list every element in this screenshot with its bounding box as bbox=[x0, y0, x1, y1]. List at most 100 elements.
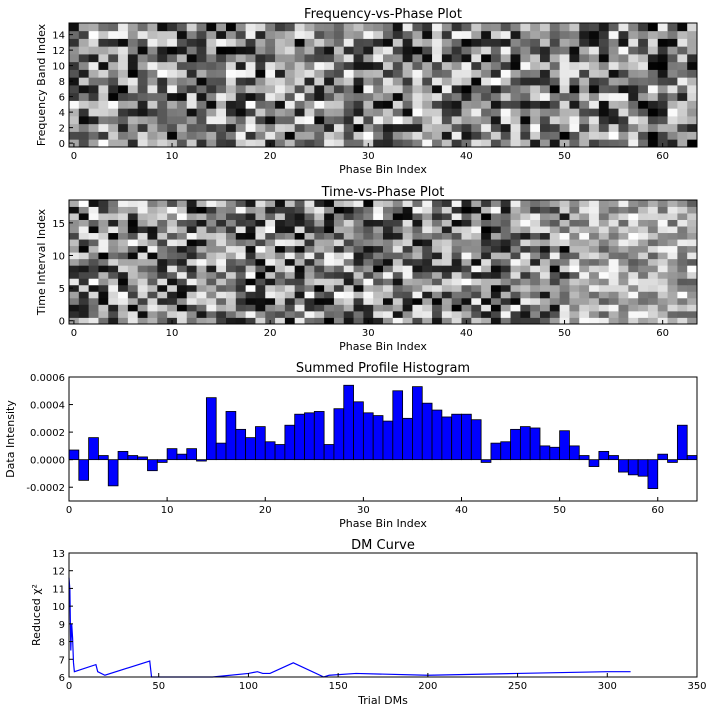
heatmap-cell bbox=[638, 271, 649, 279]
heatmap-cell bbox=[598, 85, 610, 94]
heatmap-cell bbox=[422, 54, 433, 63]
heatmap-cell bbox=[451, 226, 462, 234]
y-tick-label: 0.0002 bbox=[30, 428, 65, 439]
heatmap-cell bbox=[343, 54, 354, 63]
heatmap-cell bbox=[78, 291, 90, 299]
heatmap-cell bbox=[687, 108, 698, 117]
heatmap-cell bbox=[206, 310, 217, 318]
heatmap-cell bbox=[78, 200, 90, 207]
heatmap-cell bbox=[520, 219, 531, 227]
heatmap-cell bbox=[304, 23, 315, 32]
heatmap-cell bbox=[127, 108, 139, 117]
heatmap-cell bbox=[618, 265, 629, 273]
heatmap-cell bbox=[294, 239, 305, 247]
heatmap-cell bbox=[441, 69, 453, 78]
heatmap-cell bbox=[196, 245, 207, 253]
heatmap-cell bbox=[363, 108, 374, 117]
heatmap-cell bbox=[530, 200, 541, 207]
heatmap-cell bbox=[422, 77, 433, 86]
heatmap-cell bbox=[186, 232, 197, 240]
heatmap-cell bbox=[275, 92, 286, 101]
heatmap-cell bbox=[284, 54, 296, 63]
profile-frame bbox=[68, 376, 698, 502]
heatmap-cell bbox=[176, 265, 188, 273]
heatmap-cell bbox=[245, 92, 256, 101]
heatmap-cell bbox=[127, 100, 139, 109]
heatmap-cell bbox=[549, 213, 561, 220]
heatmap-cell bbox=[402, 46, 413, 55]
heatmap-cell bbox=[127, 206, 139, 214]
heatmap-cell bbox=[461, 252, 472, 260]
heatmap-cell bbox=[235, 265, 247, 273]
profile-bar bbox=[107, 459, 119, 487]
heatmap-cell bbox=[451, 291, 462, 299]
heatmap-cell bbox=[657, 116, 668, 125]
heatmap-cell bbox=[471, 123, 482, 132]
heatmap-cell bbox=[530, 226, 541, 234]
heatmap-cell bbox=[569, 258, 580, 266]
heatmap-cell bbox=[69, 278, 80, 286]
heatmap-cell bbox=[294, 206, 305, 214]
heatmap-cell bbox=[598, 219, 610, 227]
heatmap-cell bbox=[677, 100, 688, 109]
heatmap-cell bbox=[294, 116, 305, 125]
heatmap-cell bbox=[441, 46, 453, 55]
heatmap-cell bbox=[510, 85, 521, 94]
heatmap-cell bbox=[412, 54, 423, 63]
heatmap-cell bbox=[432, 258, 443, 266]
heatmap-cell bbox=[324, 258, 335, 266]
heatmap-cell bbox=[500, 226, 511, 234]
heatmap-cell bbox=[530, 61, 541, 70]
heatmap-cell bbox=[98, 69, 109, 78]
heatmap-cell bbox=[490, 297, 502, 305]
heatmap-cell bbox=[245, 310, 256, 318]
heatmap-cell bbox=[687, 116, 698, 125]
heatmap-cell bbox=[559, 69, 570, 78]
heatmap-cell bbox=[490, 252, 502, 260]
heatmap-cell bbox=[108, 116, 119, 125]
heatmap-cell bbox=[147, 245, 158, 253]
heatmap-cell bbox=[275, 206, 286, 214]
heatmap-cell bbox=[530, 77, 541, 86]
heatmap-cell bbox=[667, 100, 678, 109]
heatmap-cell bbox=[392, 100, 404, 109]
heatmap-cell bbox=[216, 54, 227, 63]
heatmap-cell bbox=[441, 226, 453, 234]
heatmap-cell bbox=[461, 258, 472, 266]
profile-bar bbox=[264, 441, 276, 461]
heatmap-cell bbox=[206, 116, 217, 125]
heatmap-cell bbox=[284, 239, 296, 247]
heatmap-cell bbox=[383, 200, 394, 207]
heatmap-cell bbox=[98, 317, 109, 325]
heatmap-cell bbox=[78, 239, 90, 247]
heatmap-cell bbox=[549, 77, 561, 86]
heatmap-cell bbox=[451, 206, 462, 214]
heatmap-cell bbox=[206, 291, 217, 299]
heatmap-cell bbox=[69, 69, 80, 78]
heatmap-cell bbox=[373, 38, 384, 47]
heatmap-cell bbox=[196, 85, 207, 94]
profile-bar bbox=[78, 459, 90, 481]
heatmap-cell bbox=[363, 291, 374, 299]
heatmap-cell bbox=[88, 206, 99, 214]
heatmap-cell bbox=[78, 304, 90, 312]
heatmap-cell bbox=[147, 100, 158, 109]
heatmap-cell bbox=[549, 38, 561, 47]
heatmap-cell bbox=[392, 123, 404, 132]
heatmap-cell bbox=[540, 252, 551, 260]
heatmap-cell bbox=[461, 30, 472, 39]
heatmap-cell bbox=[520, 206, 531, 214]
heatmap-cell bbox=[265, 226, 276, 234]
heatmap-cell bbox=[186, 100, 197, 109]
heatmap-cell bbox=[490, 200, 502, 207]
heatmap-cell bbox=[589, 278, 600, 286]
heatmap-cell bbox=[343, 38, 354, 47]
heatmap-cell bbox=[412, 116, 423, 125]
x-tick-label: 30 bbox=[357, 505, 370, 516]
heatmap-cell bbox=[687, 69, 698, 78]
heatmap-cell bbox=[147, 252, 158, 260]
heatmap-cell bbox=[540, 200, 551, 207]
heatmap-cell bbox=[402, 278, 413, 286]
heatmap-cell bbox=[608, 85, 619, 94]
heatmap-cell bbox=[618, 226, 629, 234]
